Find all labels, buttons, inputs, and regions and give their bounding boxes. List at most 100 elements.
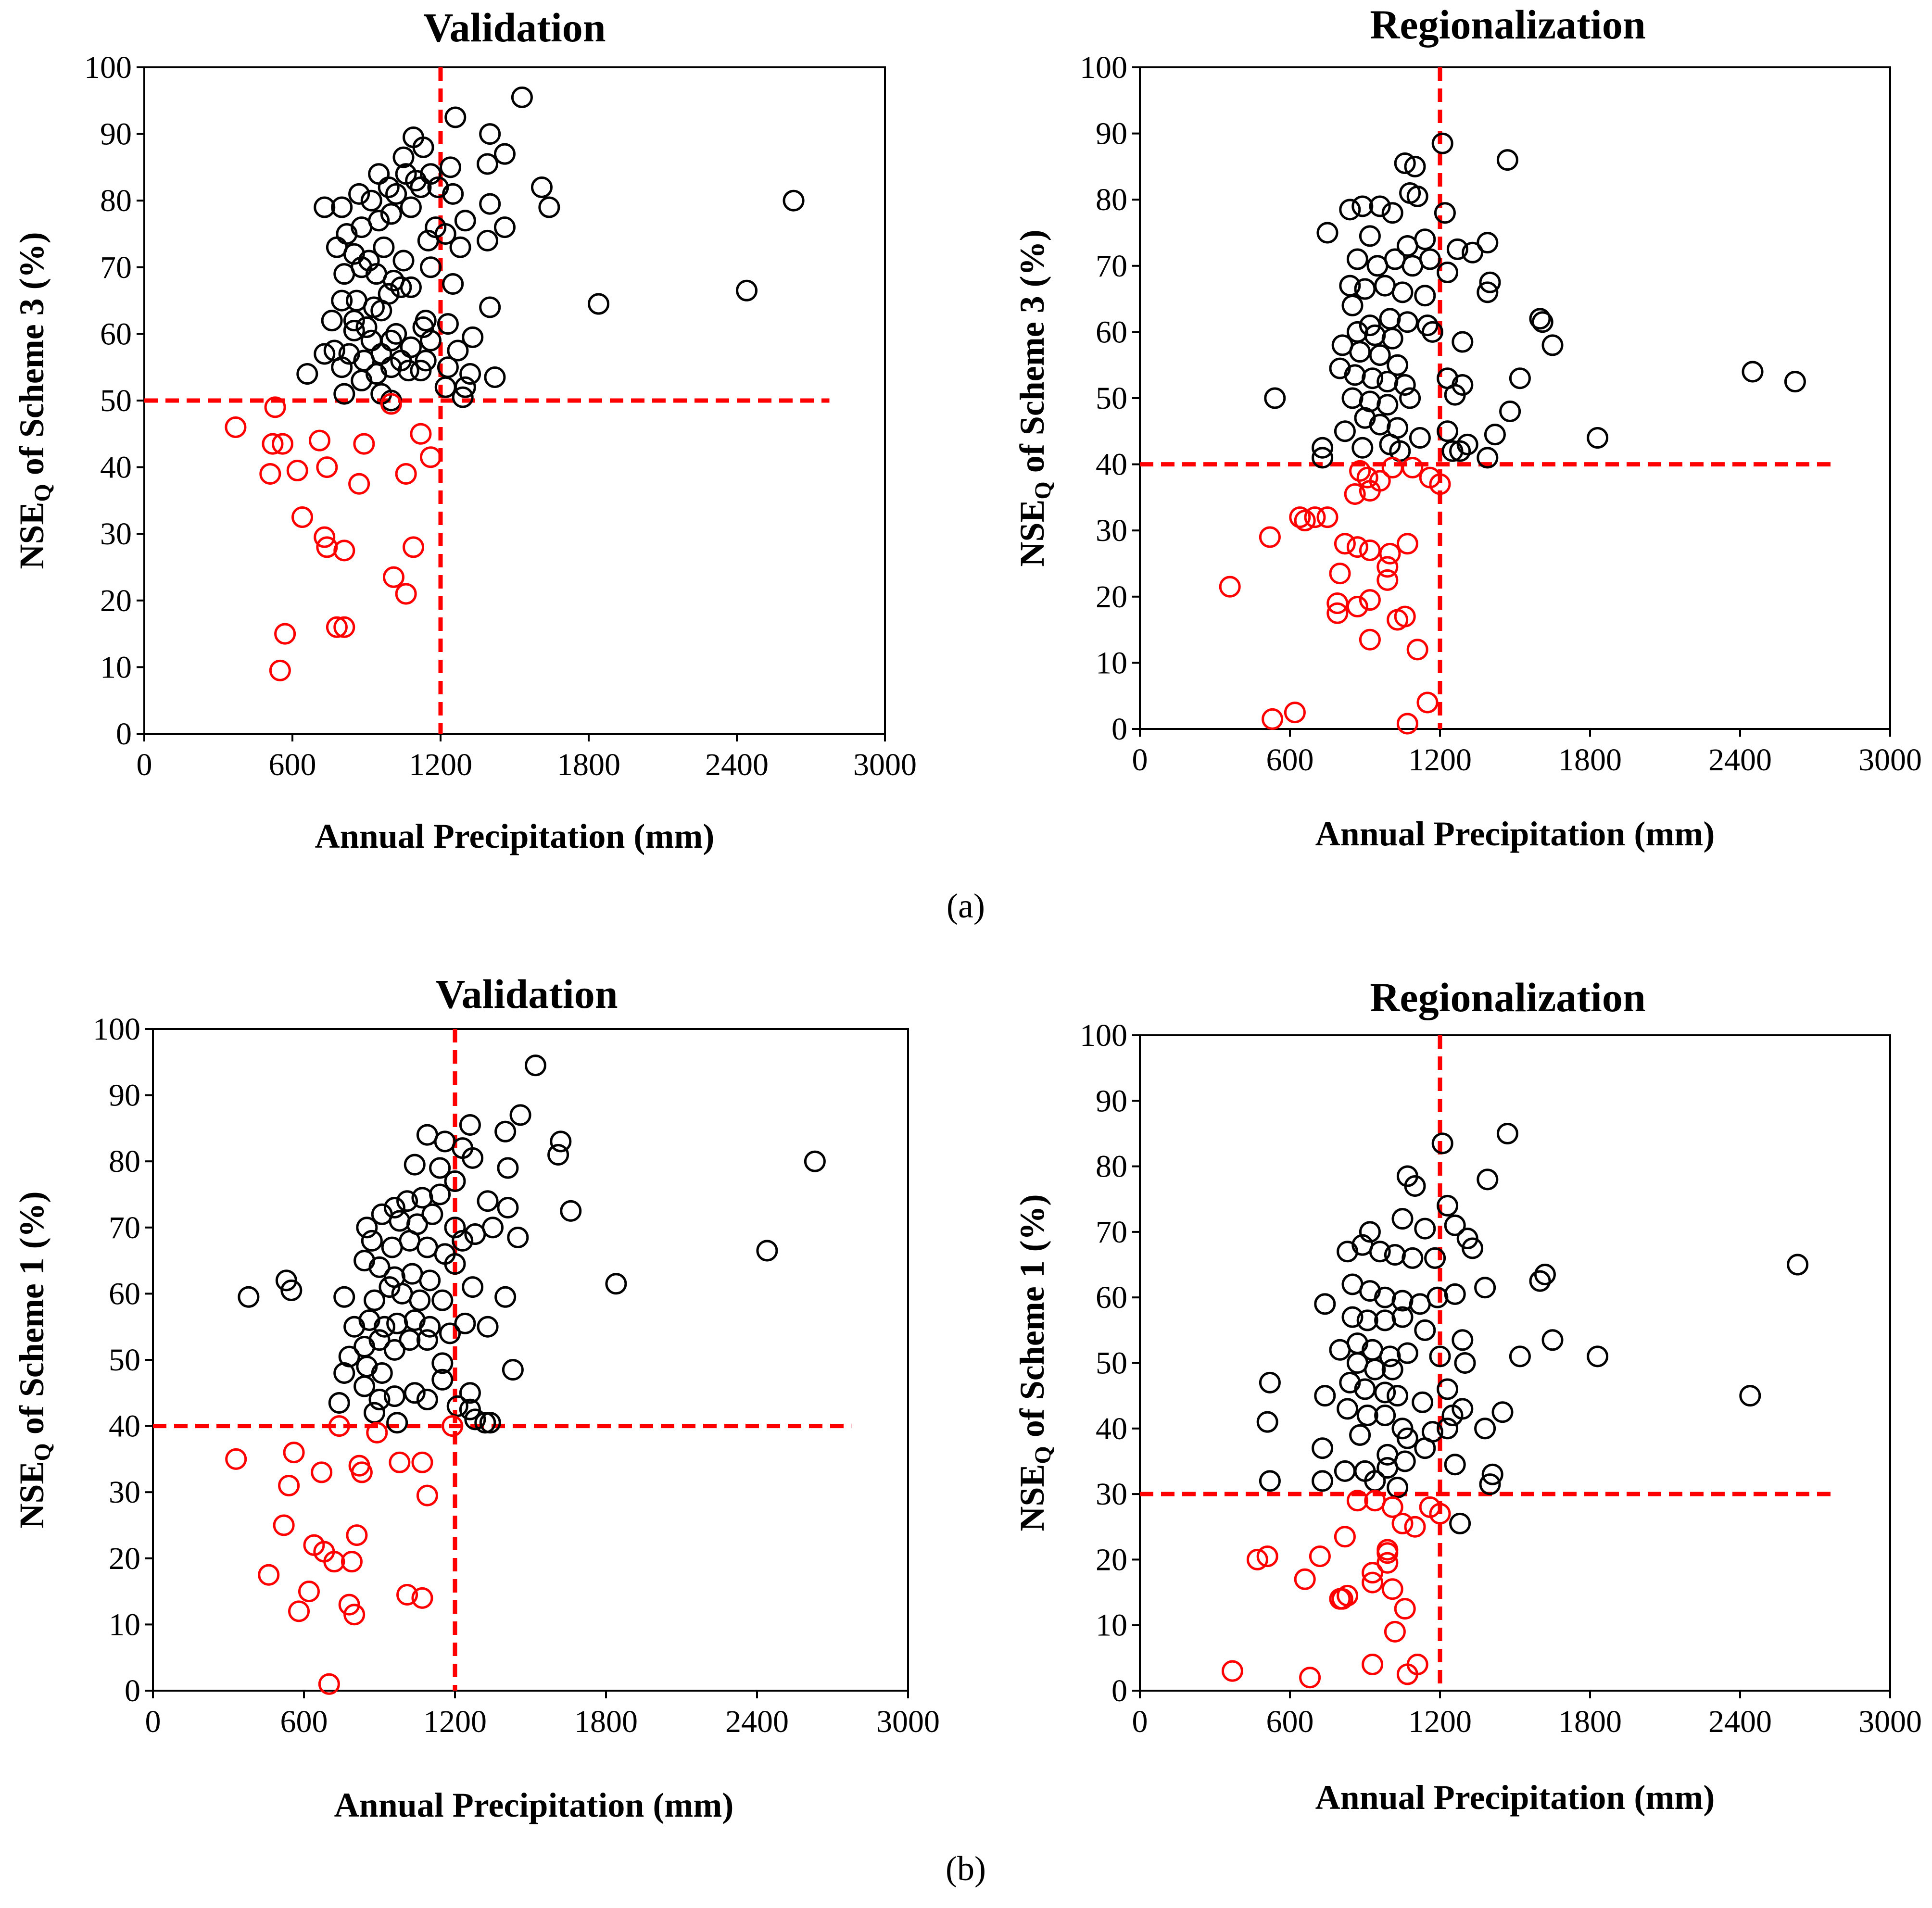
data-point-above bbox=[238, 1286, 260, 1308]
data-point-above bbox=[1354, 1378, 1376, 1400]
y-tick-label: 80 bbox=[1096, 1149, 1127, 1184]
data-point-above bbox=[360, 329, 382, 351]
chart-validation-scheme1: Validation 0 600 1200 1800 2400 3000 0 10 20 30 40… bbox=[13, 971, 940, 1824]
data-point-above bbox=[1356, 1405, 1378, 1427]
data-point-below bbox=[269, 659, 291, 681]
y-tick-label: 10 bbox=[109, 1607, 140, 1642]
data-point-above bbox=[1259, 1371, 1281, 1393]
data-point-above bbox=[462, 1276, 484, 1298]
x-tick-label: 3000 bbox=[1858, 742, 1922, 778]
y-tick-label: 70 bbox=[1096, 1215, 1127, 1250]
data-point-below bbox=[366, 1421, 388, 1444]
x-tick-label: 0 bbox=[137, 747, 152, 782]
threshold-lines bbox=[144, 67, 830, 734]
threshold-lines bbox=[1140, 1035, 1834, 1691]
data-point-below bbox=[333, 540, 355, 562]
data-point-below bbox=[1359, 628, 1381, 651]
data-point-above bbox=[368, 163, 390, 185]
data-point-above bbox=[429, 1157, 451, 1179]
data-point-below bbox=[1359, 539, 1381, 561]
data-point-below bbox=[273, 1514, 295, 1536]
data-point-below bbox=[1396, 713, 1418, 735]
data-point-above bbox=[1391, 1208, 1414, 1230]
y-tick-label: 50 bbox=[1096, 1346, 1127, 1381]
y-tick-label: 30 bbox=[109, 1475, 140, 1510]
data-points bbox=[1219, 132, 1806, 735]
y-tick-label: 40 bbox=[1096, 447, 1127, 482]
data-point-above bbox=[1449, 1512, 1471, 1534]
data-point-below bbox=[1356, 466, 1378, 489]
data-point-above bbox=[484, 366, 506, 388]
data-point-above bbox=[1431, 132, 1453, 154]
data-point-above bbox=[373, 1316, 395, 1338]
data-point-above bbox=[1456, 433, 1478, 455]
data-point-above bbox=[464, 1408, 486, 1431]
data-point-above bbox=[1421, 321, 1443, 343]
x-tick-label: 0 bbox=[145, 1704, 161, 1739]
data-point-above bbox=[1452, 1398, 1474, 1420]
data-point-above bbox=[383, 1385, 405, 1407]
data-point-above bbox=[280, 1280, 303, 1302]
x-tick-label: 600 bbox=[269, 747, 316, 782]
plot-area bbox=[152, 1028, 909, 1692]
data-point-above bbox=[437, 313, 459, 335]
data-point-below bbox=[1349, 460, 1371, 482]
data-point-above bbox=[509, 1104, 531, 1126]
x-tick-label: 3000 bbox=[1858, 1704, 1922, 1739]
data-point-above bbox=[434, 1130, 456, 1153]
data-point-above bbox=[493, 216, 516, 238]
data-point-below bbox=[283, 1442, 305, 1464]
y-tick-label: 60 bbox=[100, 316, 132, 351]
y-tick-label: 90 bbox=[109, 1078, 140, 1113]
data-point-above bbox=[1341, 294, 1364, 316]
data-point-below bbox=[343, 1604, 366, 1626]
data-point-above bbox=[1427, 1286, 1449, 1308]
chart-regionalization-scheme1: Regionalization 0 600 1200 1800 2400 3000 0 10 2… bbox=[1013, 974, 1922, 1817]
data-point-above bbox=[1499, 401, 1521, 423]
x-tick-label: 0 bbox=[1132, 1704, 1148, 1739]
data-point-below bbox=[311, 1461, 333, 1483]
data-point-below bbox=[1326, 592, 1349, 615]
data-point-below bbox=[333, 616, 355, 638]
y-tick-label: 60 bbox=[109, 1276, 140, 1311]
x-tick-label: 3000 bbox=[876, 1704, 940, 1739]
data-point-below bbox=[1391, 1512, 1414, 1534]
data-point-above bbox=[1477, 281, 1499, 303]
data-point-below bbox=[1334, 533, 1356, 555]
data-point-above bbox=[1391, 281, 1414, 303]
plot-area bbox=[1139, 1034, 1891, 1692]
data-point-below bbox=[1326, 602, 1349, 624]
data-point-above bbox=[392, 250, 415, 272]
y-tick-label: 30 bbox=[100, 516, 132, 552]
data-point-above bbox=[400, 276, 422, 298]
data-point-below bbox=[1316, 506, 1339, 528]
data-point-above bbox=[1446, 238, 1468, 260]
data-point-below bbox=[1376, 569, 1399, 591]
data-point-below bbox=[382, 566, 404, 588]
data-point-below bbox=[1334, 1526, 1356, 1548]
data-point-above bbox=[355, 316, 378, 339]
y-tick-label: 90 bbox=[1096, 1083, 1127, 1118]
data-point-above bbox=[1349, 1424, 1371, 1446]
x-tick-label: 3000 bbox=[853, 747, 917, 782]
data-point-above bbox=[383, 1197, 405, 1219]
y-tick-label: 40 bbox=[100, 450, 132, 485]
y-tick-label: 100 bbox=[1080, 50, 1127, 85]
data-point-above bbox=[386, 1312, 408, 1334]
data-point-above bbox=[1449, 440, 1471, 462]
data-point-above bbox=[477, 229, 499, 251]
data-point-above bbox=[462, 326, 484, 348]
data-point-above bbox=[547, 1143, 569, 1166]
data-point-above bbox=[1396, 311, 1418, 333]
data-point-below bbox=[1359, 480, 1381, 502]
data-point-above bbox=[1477, 232, 1499, 254]
data-point-above bbox=[427, 176, 449, 198]
data-point-above bbox=[1312, 1470, 1334, 1492]
y-tick-label: 30 bbox=[1096, 1477, 1127, 1512]
data-point-above bbox=[1496, 1122, 1518, 1144]
data-point-below bbox=[1289, 506, 1311, 528]
y-tick-label: 90 bbox=[100, 117, 132, 152]
y-tick-label: 70 bbox=[109, 1210, 140, 1245]
data-point-above bbox=[444, 1170, 466, 1192]
